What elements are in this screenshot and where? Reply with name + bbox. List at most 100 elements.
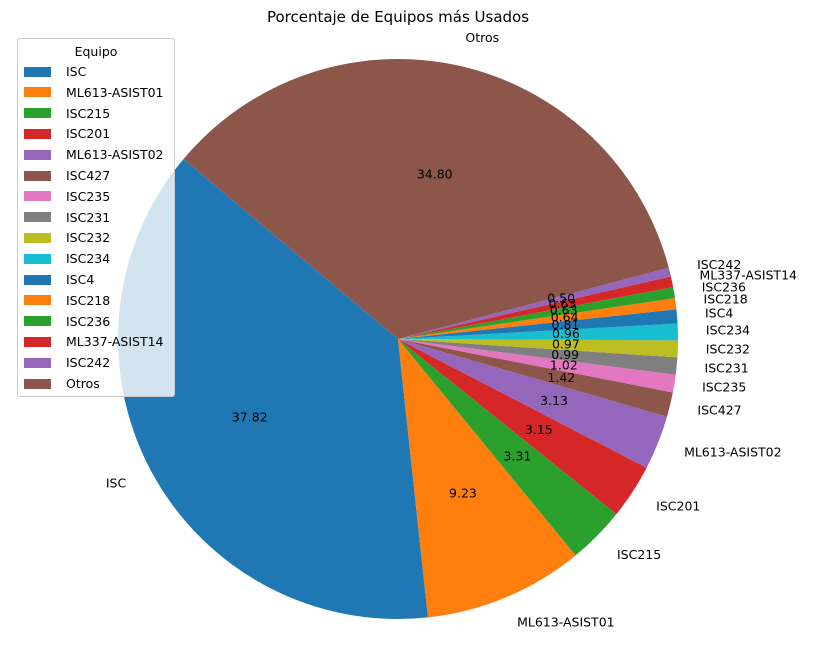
- legend-label: ISC201: [66, 126, 111, 142]
- value-label-isc218: 0.64: [551, 309, 579, 324]
- slice-label-ml613-asist02: ML613-ASIST02: [684, 445, 782, 460]
- pie-slice-isc215: [398, 339, 617, 556]
- pie-slice-otros: [183, 58, 669, 339]
- legend-label: ISC427: [66, 168, 111, 183]
- legend-swatch: [24, 232, 51, 243]
- value-labels: 37.82 9.23 3.31 3.15 3.13 1.421.020.990.970.9…: [232, 167, 580, 501]
- slice-label-isc4: ISC4: [705, 306, 733, 321]
- legend-label: ISC234: [66, 251, 111, 267]
- pie-slice-isc231: [398, 339, 678, 375]
- pie-slice-isc201: [398, 339, 647, 515]
- value-label-isc: 37.82: [232, 410, 268, 425]
- pie-slice-isc242: [398, 267, 671, 339]
- pie-slice-isc: [117, 159, 428, 620]
- legend-item-isc: ISC: [24, 61, 86, 82]
- value-label-ml613-asist02: 3.13: [540, 393, 568, 408]
- value-label-isc242: 0.50: [547, 290, 575, 305]
- value-label-otros: 34.80: [417, 167, 453, 182]
- pie-slice-isc236: [398, 287, 675, 339]
- legend-swatch: [24, 66, 51, 77]
- slice-label-ml613-asist01: ML613-ASIST01: [517, 615, 615, 630]
- value-label-ml613-asist01: 9.23: [449, 485, 477, 500]
- value-label-isc236: 0.63: [550, 303, 578, 318]
- legend-label: ISC235: [66, 188, 111, 204]
- legend-label: ISC4: [66, 272, 95, 287]
- legend-label: Otros: [66, 376, 100, 391]
- pie-slice-isc235: [398, 339, 676, 393]
- legend-item-ml613-asist01: ML613-ASIST01: [24, 82, 164, 103]
- legend-swatch: [24, 191, 51, 202]
- slice-label-isc201: ISC201: [656, 498, 700, 513]
- legend-item-ml613-asist02: ML613-ASIST02: [24, 144, 164, 165]
- pie-slice-isc232: [398, 339, 678, 358]
- value-label-isc231: 0.99: [551, 347, 579, 362]
- legend-swatch: [24, 316, 51, 327]
- value-label-ml337-asist14: 0.63: [549, 296, 577, 311]
- legend-item-isc234: ISC234: [24, 248, 110, 269]
- legend-swatch: [24, 357, 51, 368]
- legend-swatch: [24, 108, 51, 119]
- legend-swatch: [24, 149, 51, 160]
- legend: Equipo ISC ML613-ASIST01 ISC215 ISC201 ML613…: [17, 38, 175, 397]
- legend-label: ISC218: [66, 292, 111, 308]
- pie-slice-isc427: [398, 339, 673, 417]
- legend-swatch: [24, 212, 51, 223]
- slice-label-isc242: ISC242: [697, 257, 741, 272]
- pie-slice-isc234: [398, 323, 678, 341]
- legend-label: ML337-ASIST14: [66, 334, 164, 350]
- legend-label: ISC232: [66, 230, 111, 246]
- pie-slices: [117, 58, 678, 620]
- pie-slice-ml613-asist01: [398, 339, 576, 618]
- pie-slice-isc4: [398, 309, 678, 339]
- value-label-isc234: 0.96: [552, 326, 580, 341]
- value-label-isc4: 0.81: [552, 317, 580, 332]
- pie-slice-isc218: [398, 298, 677, 339]
- legend-label: ML613-ASIST01: [66, 84, 164, 100]
- legend-item-isc232: ISC232: [24, 227, 110, 248]
- legend-swatch: [24, 253, 51, 264]
- legend-label: ML613-ASIST02: [66, 147, 164, 163]
- legend-label: ISC231: [66, 209, 111, 225]
- value-label-isc427: 1.42: [547, 370, 575, 385]
- legend-item-isc201: ISC201: [24, 123, 110, 144]
- slice-label-isc215: ISC215: [617, 547, 661, 562]
- legend-swatch: [24, 170, 51, 181]
- legend-swatch: [24, 274, 51, 285]
- slice-label-isc234: ISC234: [706, 323, 750, 338]
- slice-label-isc218: ISC218: [704, 292, 748, 307]
- legend-item-isc235: ISC235: [24, 186, 110, 207]
- legend-item-isc242: ISC242: [24, 352, 110, 373]
- legend-item-isc215: ISC215: [24, 103, 110, 124]
- value-label-isc235: 1.02: [550, 357, 578, 372]
- slice-label-isc236: ISC236: [702, 280, 746, 295]
- legend-item-isc236: ISC236: [24, 311, 110, 332]
- legend-item-ml337-asist14: ML337-ASIST14: [24, 331, 164, 352]
- value-label-isc215: 3.31: [504, 449, 532, 464]
- chart-title: Porcentaje de Equipos más Usados: [267, 8, 529, 26]
- value-label-isc201: 3.15: [525, 422, 553, 437]
- slice-label-isc: ISC: [106, 475, 127, 490]
- legend-swatch: [24, 378, 51, 389]
- slice-label-otros: Otros: [465, 30, 499, 45]
- slice-label-ml337-asist14: ML337-ASIST14: [699, 268, 797, 283]
- slice-labels: ISC ML613-ASIST01 ISC215 ISC201 ML613-ASIST0…: [106, 30, 797, 630]
- pie-slice-ml337-asist14: [398, 276, 674, 339]
- legend-item-isc218: ISC218: [24, 290, 110, 311]
- legend-label: ISC215: [66, 105, 111, 121]
- legend-title: Equipo: [74, 44, 118, 59]
- slice-label-isc231: ISC231: [705, 360, 749, 375]
- slice-label-isc235: ISC235: [702, 380, 746, 395]
- value-label-isc232: 0.97: [552, 336, 580, 351]
- pie-slice-ml613-asist02: [398, 339, 667, 468]
- legend-item-otros: Otros: [24, 373, 100, 394]
- legend-item-isc231: ISC231: [24, 207, 110, 228]
- legend-label: ISC242: [66, 355, 111, 371]
- legend-swatch: [24, 295, 51, 306]
- legend-item-isc427: ISC427: [24, 165, 110, 186]
- legend-item-isc4: ISC4: [24, 269, 94, 290]
- legend-label: ISC236: [66, 313, 111, 329]
- legend-swatch: [24, 336, 51, 347]
- slice-label-isc232: ISC232: [706, 341, 750, 356]
- legend-swatch: [24, 87, 51, 98]
